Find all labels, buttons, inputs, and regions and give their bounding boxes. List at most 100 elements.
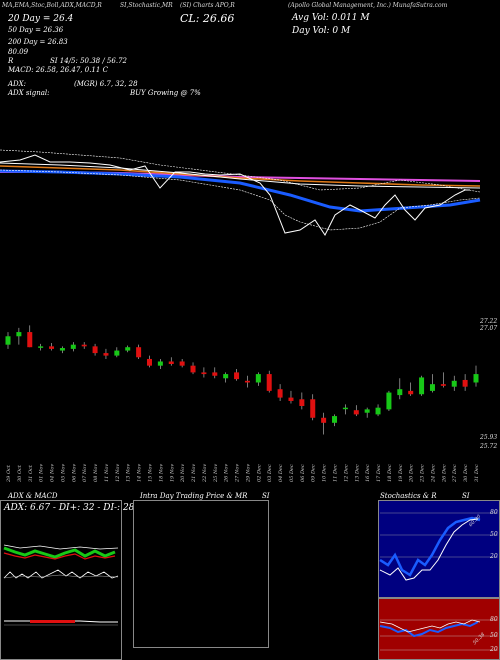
- x-tick-label: 08 Nov: [93, 464, 99, 482]
- candle-body: [288, 397, 294, 401]
- candle-body: [146, 358, 152, 366]
- ma200-label: 200 Day = 26.83: [8, 38, 68, 46]
- x-tick-label: 26 Nov: [224, 464, 230, 483]
- candle-body: [375, 407, 381, 415]
- rsi-scale-20: 20: [490, 646, 498, 653]
- stoch-scale-50: 50: [490, 531, 498, 538]
- x-tick-label: 31 Oct: [28, 464, 34, 482]
- rsi-line: [379, 621, 479, 638]
- x-tick-label: 15 Nov: [147, 464, 153, 482]
- x-tick-label: 05 Dec: [289, 464, 295, 482]
- candle-body: [364, 409, 370, 413]
- ma-white-line: [0, 162, 481, 189]
- candle-body: [451, 380, 457, 387]
- candle-body: [266, 374, 272, 391]
- x-tick-label: 23 Dec: [420, 464, 426, 483]
- boll-lower-line: [0, 169, 481, 231]
- x-tick-label: 22 Nov: [202, 464, 208, 483]
- r-value: 80.09: [8, 48, 29, 56]
- candle-body: [179, 361, 185, 366]
- rsi-scale-50: 50: [490, 632, 498, 639]
- candle-body: [277, 389, 283, 398]
- candle-body: [353, 410, 359, 415]
- x-tick-label: 12 Nov: [115, 464, 121, 482]
- candle-body: [473, 374, 479, 383]
- x-tick-label: 21 Nov: [191, 464, 197, 483]
- price-label-lower-b: 25.72: [480, 443, 498, 450]
- x-tick-label: 07 Nov: [82, 464, 88, 482]
- candle-body: [27, 332, 33, 348]
- candle-body: [49, 346, 55, 349]
- x-tick-label: 02 Dec: [256, 464, 262, 482]
- adx-signal-label: ADX signal:: [8, 89, 50, 97]
- candle-body: [244, 380, 250, 383]
- x-tick-label: 01 Nov: [39, 464, 45, 482]
- header-company: (Apollo Global Management, Inc.) MunafaS…: [288, 2, 448, 9]
- x-tick-label: 18 Dec: [387, 464, 393, 482]
- stoch-panel-title: Stochastics & R: [380, 492, 437, 500]
- intraday-si: SI: [262, 492, 270, 500]
- stoch-scale-80: 80: [490, 509, 498, 516]
- price-line: [0, 154, 470, 236]
- header-symbol: (SI) Charts APO,R: [180, 2, 235, 9]
- x-tick-label: 09 Dec: [311, 464, 317, 482]
- stochastics-panel: [378, 500, 500, 598]
- x-tick-label: 05 Nov: [60, 464, 66, 482]
- header-stoch: SI,Stochastic,MR: [120, 2, 173, 9]
- candle-body: [103, 353, 109, 356]
- x-tick-label: 19 Nov: [169, 464, 175, 482]
- x-tick-label: 31 Dec: [474, 464, 480, 482]
- intraday-panel-title: Intra Day Trading Price & MR: [140, 492, 248, 500]
- candle-body: [5, 336, 11, 345]
- candle-body: [332, 416, 338, 423]
- ma50-line: [0, 169, 481, 213]
- ma-orange-line: [0, 165, 481, 187]
- r-label: R: [8, 57, 14, 65]
- x-tick-label: 20 Dec: [409, 464, 415, 483]
- x-tick-label: 11 Nov: [104, 464, 110, 482]
- candle-body: [125, 347, 131, 351]
- candle-body: [462, 379, 468, 387]
- candle-body: [255, 374, 261, 383]
- stoch-k-line: [379, 516, 481, 577]
- x-tick-label: 29 Nov: [245, 464, 251, 483]
- candle-body: [299, 399, 305, 406]
- candle-body: [212, 372, 218, 376]
- macd-values: MACD: 26.58, 26.47, 0.11 C: [8, 66, 108, 74]
- macd-line: [3, 569, 119, 579]
- candle-body: [136, 347, 142, 358]
- ma20-label: 20 Day = 26.4: [8, 14, 74, 24]
- x-tick-label: 06 Dec: [300, 464, 306, 482]
- si-values: SI 14/5: 50.38 / 56.72: [50, 57, 127, 65]
- stoch-scale-20: 20: [490, 553, 498, 560]
- candle-body: [190, 365, 196, 373]
- candle-body: [234, 372, 240, 380]
- candle-body: [92, 346, 98, 354]
- x-tick-label: 19 Dec: [398, 464, 404, 482]
- candle-body: [70, 344, 76, 349]
- x-tick-label: 12 Dec: [343, 464, 349, 482]
- x-tick-label: 04 Dec: [278, 464, 284, 482]
- adx-label: ADX:: [8, 80, 27, 88]
- candle-body: [408, 390, 414, 395]
- x-tick-label: 11 Dec: [333, 464, 339, 482]
- stoch-d-line: [379, 518, 479, 581]
- macd-signal-line: [3, 574, 119, 579]
- header-indicators: MA,EMA,Stoc,Boll,ADX,MACD,R: [2, 2, 102, 9]
- candle-body: [81, 344, 87, 347]
- x-tick-label: 13 Nov: [126, 464, 132, 482]
- histogram-bars: [30, 620, 75, 623]
- price-label-lower-a: 25.93: [480, 434, 498, 441]
- intraday-panel: [133, 500, 269, 648]
- candle-body: [342, 407, 348, 410]
- candle-body: [386, 392, 392, 410]
- candle-body: [157, 361, 163, 366]
- boll-upper-line: [0, 149, 481, 193]
- x-tick-label: 14 Nov: [137, 464, 143, 482]
- ma50-label: 50 Day = 26.36: [8, 26, 64, 34]
- avg-vol: Avg Vol: 0.011 M: [292, 13, 370, 23]
- candle-body: [397, 389, 403, 396]
